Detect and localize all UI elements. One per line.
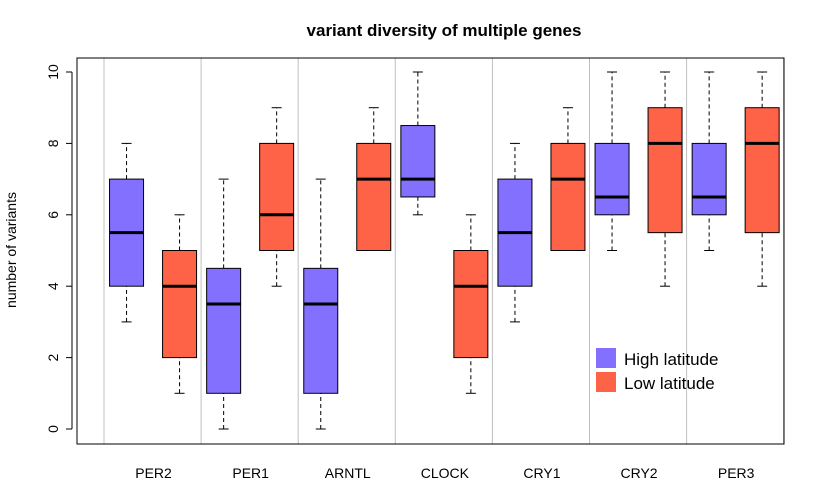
- legend-swatch-low: [596, 372, 616, 392]
- box-iqr: [259, 142, 295, 251]
- box-iqr: [594, 142, 630, 216]
- box-iqr: [206, 267, 242, 394]
- x-tick-label-per1: PER1: [232, 465, 269, 481]
- box-cry1-low: [550, 107, 586, 251]
- x-axis: PER2 PER1 ARNTL CLOCK CRY1 CRY2 PER3: [135, 465, 754, 481]
- x-tick-label-cry2: CRY2: [621, 465, 658, 481]
- box-iqr: [647, 107, 683, 234]
- x-tick-label-cry1: CRY1: [523, 465, 560, 481]
- box-cry1-high: [497, 142, 533, 323]
- box-clock-high: [400, 71, 436, 216]
- legend-label-high: High latitude: [624, 350, 719, 369]
- box-clock-low: [453, 214, 489, 394]
- y-axis: 0 2 4 6 8 10: [45, 64, 73, 433]
- x-tick-label-per3: PER3: [718, 465, 755, 481]
- box-per2-low: [162, 214, 198, 394]
- y-axis-label: number of variants: [3, 192, 19, 308]
- box-iqr: [550, 142, 586, 251]
- y-tick-label-0: 0: [45, 425, 61, 433]
- y-tick-label-2: 2: [45, 353, 61, 361]
- box-iqr: [453, 250, 489, 359]
- x-tick-label-arntl: ARNTL: [325, 465, 371, 481]
- box-arntl-low: [356, 107, 392, 251]
- box-iqr: [162, 250, 198, 359]
- legend-swatch-high: [596, 348, 616, 368]
- chart-title: variant diversity of multiple genes: [307, 21, 582, 40]
- box-per3-low: [744, 71, 780, 287]
- box-iqr: [303, 267, 339, 394]
- plot-frame: [76, 57, 785, 445]
- y-tick-label-10: 10: [45, 64, 61, 80]
- y-tick-label-4: 4: [45, 282, 61, 290]
- box-per3-high: [691, 71, 727, 251]
- legend-label-low: Low latitude: [624, 374, 715, 393]
- box-per2-high: [109, 142, 145, 323]
- x-tick-label-per2: PER2: [135, 465, 172, 481]
- box-cry2-low: [647, 71, 683, 287]
- x-tick-label-clock: CLOCK: [421, 465, 470, 481]
- box-per1-low: [259, 107, 295, 287]
- box-per1-high: [206, 178, 242, 430]
- legend: High latitude Low latitude: [596, 348, 719, 393]
- box-arntl-high: [303, 178, 339, 430]
- box-layer: [109, 71, 780, 430]
- box-iqr: [356, 142, 392, 251]
- box-iqr: [744, 107, 780, 234]
- box-iqr: [400, 125, 436, 198]
- box-iqr: [691, 142, 727, 216]
- box-cry2-high: [594, 71, 630, 251]
- y-tick-label-6: 6: [45, 211, 61, 219]
- group-separators: [103, 58, 785, 444]
- y-tick-label-8: 8: [45, 139, 61, 147]
